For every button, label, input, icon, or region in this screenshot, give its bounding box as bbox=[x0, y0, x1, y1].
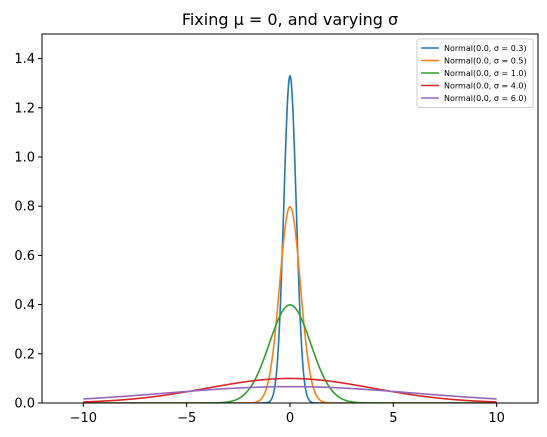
chart-title: Fixing μ = 0, and varying σ bbox=[182, 10, 398, 29]
x-tick-label: −5 bbox=[177, 411, 196, 426]
legend-label-0: Normal(0.0, σ = 0.3) bbox=[444, 44, 527, 53]
y-tick-label: 0.6 bbox=[14, 249, 35, 264]
y-tick-label: 0.4 bbox=[14, 298, 35, 313]
y-tick-label: 0.2 bbox=[14, 347, 35, 362]
y-tick-label: 1.0 bbox=[14, 151, 35, 166]
y-tick-label: 1.4 bbox=[14, 52, 35, 67]
series-line-4 bbox=[83, 385, 497, 400]
x-tick-label: −10 bbox=[70, 411, 97, 426]
series-line-2 bbox=[83, 304, 497, 403]
x-tick-label: 5 bbox=[389, 411, 397, 426]
series-line-1 bbox=[83, 205, 497, 403]
legend-label-4: Normal(0.0, σ = 6.0) bbox=[444, 94, 527, 103]
axes: −10 −5 0 5 10 0.0 0.2 0.4 0.6 0.8 1.0 1.2 1.4 bbox=[14, 33, 539, 426]
legend-label-1: Normal(0.0, σ = 0.5) bbox=[444, 57, 527, 66]
legend-box bbox=[416, 38, 534, 108]
legend: Normal(0.0, σ = 0.3) Normal(0.0, σ = 0.5)… bbox=[416, 38, 534, 108]
series-line-0 bbox=[83, 74, 497, 403]
y-tick-label: 0.0 bbox=[14, 397, 35, 412]
series-line-3 bbox=[83, 377, 497, 403]
legend-label-3: Normal(0.0, σ = 4.0) bbox=[444, 82, 527, 91]
legend-label-2: Normal(0.0, σ = 1.0) bbox=[444, 69, 527, 78]
y-tick-label: 0.8 bbox=[14, 200, 35, 215]
x-tick-label: 10 bbox=[488, 411, 505, 426]
x-tick-label: 0 bbox=[286, 411, 294, 426]
plot-area bbox=[83, 74, 497, 403]
y-tick-label: 1.2 bbox=[14, 101, 35, 116]
